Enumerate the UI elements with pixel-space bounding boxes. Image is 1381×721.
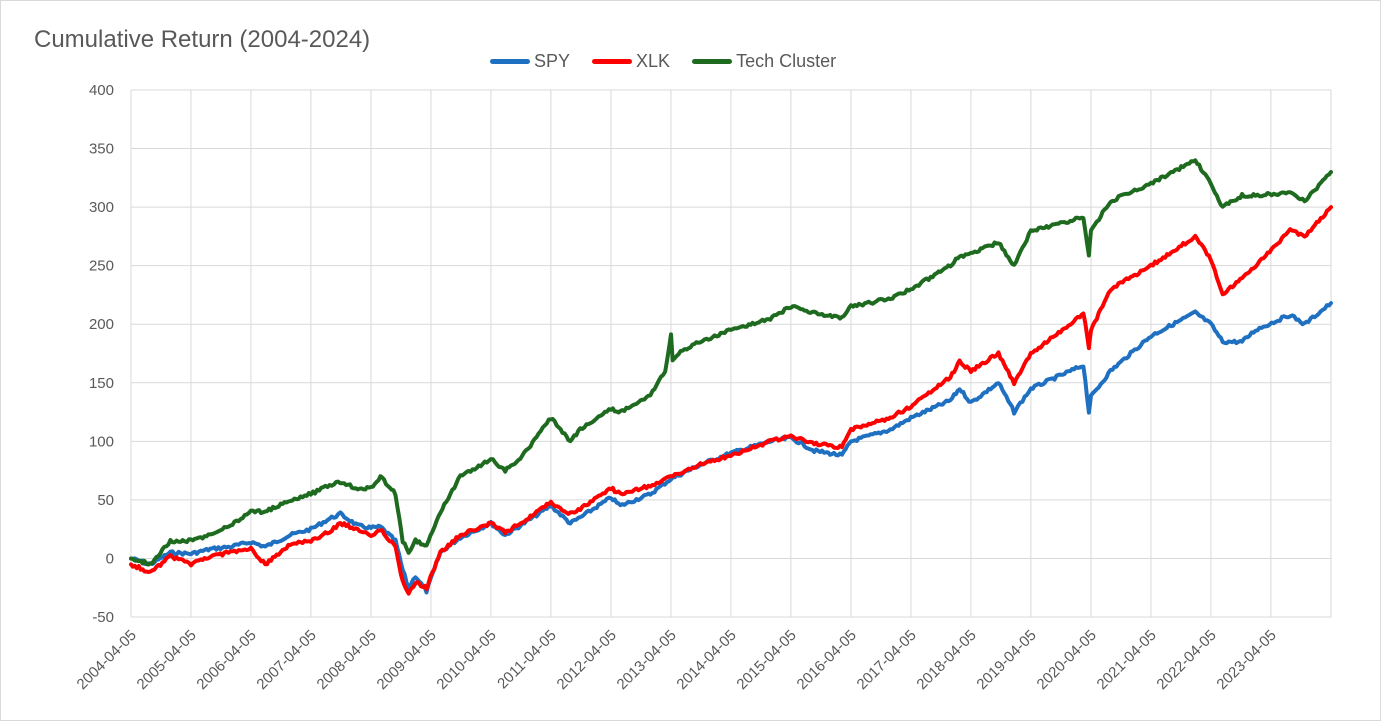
y-tick-label: 100: [89, 433, 114, 450]
x-tick-label: 2010-04-05: [433, 627, 499, 693]
y-tick-label: 350: [89, 141, 114, 158]
x-tick-label: 2017-04-05: [854, 627, 920, 693]
series-layer: [129, 158, 1333, 596]
legend-label-tech-cluster: Tech Cluster: [736, 50, 837, 71]
legend-item-spy[interactable]: SPY: [490, 51, 570, 72]
x-tick-label: 2021-04-05: [1094, 627, 1160, 693]
y-tick-label: 250: [89, 258, 114, 275]
x-tick-label: 2009-04-05: [374, 627, 440, 693]
y-tick-label: 150: [89, 375, 114, 392]
x-tick-label: 2004-04-05: [74, 627, 140, 693]
y-tick-label: 200: [89, 316, 114, 333]
x-tick-label: 2019-04-05: [973, 627, 1039, 693]
x-tick-label: 2007-04-05: [253, 627, 319, 693]
y-tick-label: 0: [106, 550, 114, 567]
series-line-spy[interactable]: [129, 301, 1333, 595]
x-axis-tick-labels: 2004-04-052005-04-052006-04-052007-04-05…: [74, 627, 1280, 693]
x-tick-label: 2020-04-05: [1034, 627, 1100, 693]
y-tick-label: -50: [92, 609, 114, 626]
y-axis-tick-labels: -50 0 50 100 150 200 250 300 350 400: [89, 82, 114, 626]
y-tick-label: 300: [89, 199, 114, 216]
legend-swatch-xlk: [592, 58, 633, 64]
x-tick-label: 2008-04-05: [314, 627, 380, 693]
legend: SPY XLK Tech Cluster: [490, 50, 858, 72]
x-tick-label: 2005-04-05: [134, 627, 200, 693]
legend-swatch-spy: [490, 58, 530, 64]
x-tick-label: 2011-04-05: [494, 627, 559, 692]
x-tick-label: 2022-04-05: [1153, 627, 1219, 693]
x-tick-label: 2014-04-05: [673, 627, 739, 693]
x-tick-label: 2016-04-05: [794, 627, 860, 693]
x-tick-label: 2018-04-05: [913, 627, 979, 693]
series-line-tech-cluster[interactable]: [129, 158, 1333, 567]
x-tick-label: 2015-04-05: [733, 627, 799, 693]
legend-label-xlk: XLK: [636, 50, 671, 71]
series-line-xlk[interactable]: [129, 205, 1333, 596]
y-tick-label: 50: [97, 492, 114, 509]
x-tick-label: 2006-04-05: [193, 627, 259, 693]
x-tick-label: 2023-04-05: [1213, 627, 1279, 693]
grid-layer: [130, 89, 1332, 618]
x-tick-label: 2012-04-05: [554, 627, 620, 693]
legend-swatch-tech-cluster: [692, 58, 733, 64]
y-tick-label: 400: [89, 82, 114, 99]
legend-item-tech-cluster[interactable]: Tech Cluster: [692, 51, 836, 72]
legend-label-spy: SPY: [534, 50, 571, 71]
legend-item-xlk[interactable]: XLK: [592, 51, 670, 72]
x-tick-label: 2013-04-05: [614, 627, 680, 693]
chart-title: Cumulative Return (2004-2024): [34, 26, 371, 53]
